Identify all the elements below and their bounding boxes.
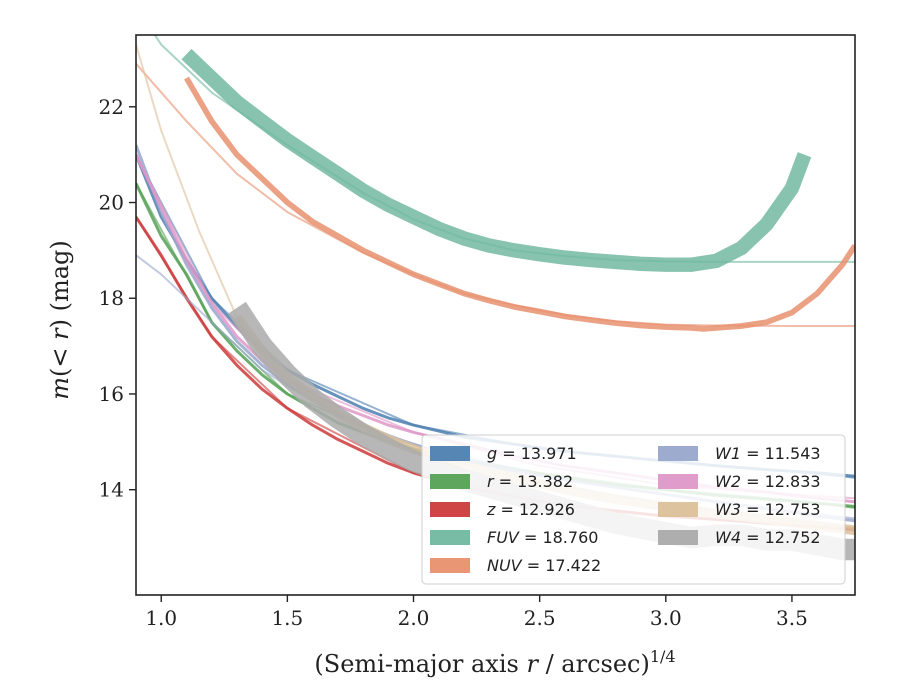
series-nuv-band <box>184 76 855 332</box>
series-fuv-model-curve <box>153 35 855 263</box>
legend-swatch <box>430 530 470 545</box>
legend-item-z: z = 12.926 <box>430 500 575 519</box>
y-axis-label: m(< r) (mag) <box>46 240 74 400</box>
legend-label: z = 12.926 <box>486 500 575 519</box>
x-tick-label: 1.0 <box>145 606 177 630</box>
legend-label: FUV = 18.760 <box>487 528 598 547</box>
legend-label: W1 = 11.543 <box>715 444 821 463</box>
y-tick-label: 20 <box>99 191 124 215</box>
x-tick-label: 3.0 <box>650 606 682 630</box>
legend-swatch <box>658 530 698 545</box>
x-tick-label: 1.5 <box>271 606 303 630</box>
y-tick-label: 14 <box>99 478 124 502</box>
legend-item-w4: W4 = 12.752 <box>658 528 821 547</box>
legend-swatch <box>430 446 470 461</box>
x-tick-label: 2.5 <box>524 606 556 630</box>
y-tick-label: 22 <box>99 95 124 119</box>
plot-frame <box>135 34 856 596</box>
x-tick-label: 2.0 <box>398 606 430 630</box>
ticks-layer: 1.0 1.5 2.0 2.5 3.0 3.5 14 16 18 20 22 <box>99 95 808 630</box>
legend-label: r = 13.382 <box>487 472 573 491</box>
legend-item-r: r = 13.382 <box>430 472 573 491</box>
y-tick-label: 18 <box>99 286 124 310</box>
legend-label: W4 = 12.752 <box>715 528 821 547</box>
x-axis-label: (Semi-major axis r / arcsec)1/4 <box>314 647 675 678</box>
legend-label: g = 13.971 <box>487 444 577 463</box>
legend-item-nuv: NUV = 17.422 <box>430 556 601 575</box>
legend-item-w2: W2 = 12.833 <box>658 472 821 491</box>
legend-frame <box>421 434 846 585</box>
legend-swatch <box>430 502 470 517</box>
legend-item-w3: W3 = 12.753 <box>658 500 821 519</box>
legend-label: W3 = 12.753 <box>715 500 821 519</box>
legend-label: W2 = 12.833 <box>715 472 821 491</box>
legend-item-g: g = 13.971 <box>430 444 577 463</box>
legend-swatch <box>658 446 698 461</box>
x-tick-label: 3.5 <box>776 606 808 630</box>
legend-swatch <box>430 474 470 489</box>
legend-swatch <box>658 474 698 489</box>
legend-item-fuv: FUV = 18.760 <box>430 528 598 547</box>
y-tick-label: 16 <box>99 382 124 406</box>
legend: g = 13.971 r = 13.382 z = 12.926 FUV = 18.7… <box>421 434 846 585</box>
legend-item-w1: W1 = 11.543 <box>658 444 821 463</box>
legend-swatch <box>430 558 470 573</box>
series-fuv-band <box>181 48 812 272</box>
legend-swatch <box>658 502 698 517</box>
legend-label: NUV = 17.422 <box>487 556 601 575</box>
